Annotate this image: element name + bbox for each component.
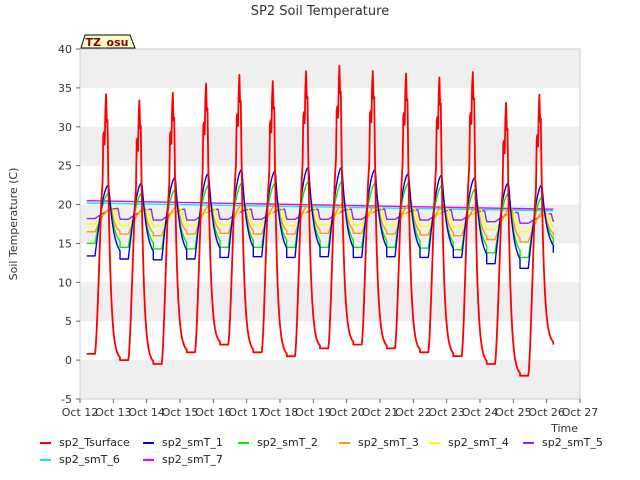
y-tick-label: 25 bbox=[58, 160, 72, 173]
tz-label: TZ_osu bbox=[86, 36, 129, 49]
x-tick-label: Oct 26 bbox=[528, 406, 565, 419]
grid-band bbox=[80, 49, 580, 88]
x-tick-label: Oct 21 bbox=[362, 406, 399, 419]
legend-swatch bbox=[40, 458, 51, 461]
y-tick-label: 0 bbox=[65, 354, 72, 367]
y-tick-label: 40 bbox=[58, 43, 72, 56]
legend-item-sp2_smT_2: sp2_smT_2 bbox=[238, 436, 318, 449]
legend-label: sp2_smT_3 bbox=[358, 436, 419, 449]
legend-label: sp2_smT_6 bbox=[59, 453, 120, 466]
y-tick-label: 30 bbox=[58, 121, 72, 134]
x-tick-label: Oct 24 bbox=[462, 406, 499, 419]
legend-swatch bbox=[339, 441, 350, 444]
y-tick-label: 15 bbox=[58, 237, 72, 250]
legend-swatch bbox=[429, 441, 440, 444]
legend-label: sp2_Tsurface bbox=[59, 436, 130, 449]
series-lines bbox=[86, 64, 555, 377]
y-axis-ticks: -5 0 5 10 15 20 25 30 35 40 bbox=[58, 43, 80, 406]
y-axis-label: Soil Temperature (C) bbox=[7, 168, 20, 281]
x-tick-label: Oct 12 bbox=[62, 406, 99, 419]
x-tick-label: Oct 27 bbox=[562, 406, 599, 419]
legend-label: sp2_smT_1 bbox=[162, 436, 223, 449]
legend-swatch bbox=[523, 441, 534, 444]
legend-item-sp2_smT_1: sp2_smT_1 bbox=[143, 436, 223, 449]
legend-label: sp2_smT_7 bbox=[162, 453, 223, 466]
x-tick-label: Oct 23 bbox=[428, 406, 465, 419]
x-tick-label: Oct 18 bbox=[262, 406, 299, 419]
x-tick-label: Oct 22 bbox=[395, 406, 432, 419]
y-tick-label: 5 bbox=[65, 315, 72, 328]
x-tick-label: Oct 25 bbox=[495, 406, 532, 419]
legend-item-sp2_smT_4: sp2_smT_4 bbox=[429, 436, 509, 449]
legend-item-sp2_smT_7: sp2_smT_7 bbox=[143, 453, 223, 466]
y-tick-label: -5 bbox=[61, 393, 72, 406]
legend-swatch bbox=[143, 441, 154, 444]
grid-band bbox=[80, 126, 580, 166]
legend-swatch bbox=[238, 441, 249, 444]
y-tick-label: 35 bbox=[58, 82, 72, 95]
x-axis-label: Time bbox=[550, 422, 578, 435]
legend-swatch bbox=[40, 441, 51, 444]
legend-swatch bbox=[143, 458, 154, 461]
plot-frame bbox=[79, 48, 581, 400]
x-tick-label: Oct 14 bbox=[128, 406, 165, 419]
x-tick-label: Oct 16 bbox=[195, 406, 232, 419]
legend-item-sp2_smT_5: sp2_smT_5 bbox=[523, 436, 603, 449]
legend-label: sp2_smT_2 bbox=[257, 436, 318, 449]
x-tick-label: Oct 19 bbox=[295, 406, 332, 419]
x-tick-label: Oct 13 bbox=[95, 406, 132, 419]
legend-label: sp2_smT_5 bbox=[542, 436, 603, 449]
x-tick-label: Oct 17 bbox=[228, 406, 265, 419]
x-tick-label: Oct 20 bbox=[328, 406, 365, 419]
grid-band bbox=[80, 360, 580, 399]
legend-item-sp2_smT_3: sp2_smT_3 bbox=[339, 436, 419, 449]
y-tick-label: 20 bbox=[58, 199, 72, 212]
tz-annotation: TZ_osu bbox=[80, 34, 136, 49]
y-tick-label: 10 bbox=[58, 276, 72, 289]
grid-bands bbox=[80, 49, 580, 399]
series-line-sp2_Tsurface bbox=[86, 64, 555, 377]
x-tick-label: Oct 15 bbox=[162, 406, 199, 419]
legend-label: sp2_smT_4 bbox=[448, 436, 509, 449]
legend-item-sp2_Tsurface: sp2_Tsurface bbox=[40, 436, 130, 449]
legend-item-sp2_smT_6: sp2_smT_6 bbox=[40, 453, 120, 466]
chart-title: SP2 Soil Temperature bbox=[251, 4, 389, 19]
